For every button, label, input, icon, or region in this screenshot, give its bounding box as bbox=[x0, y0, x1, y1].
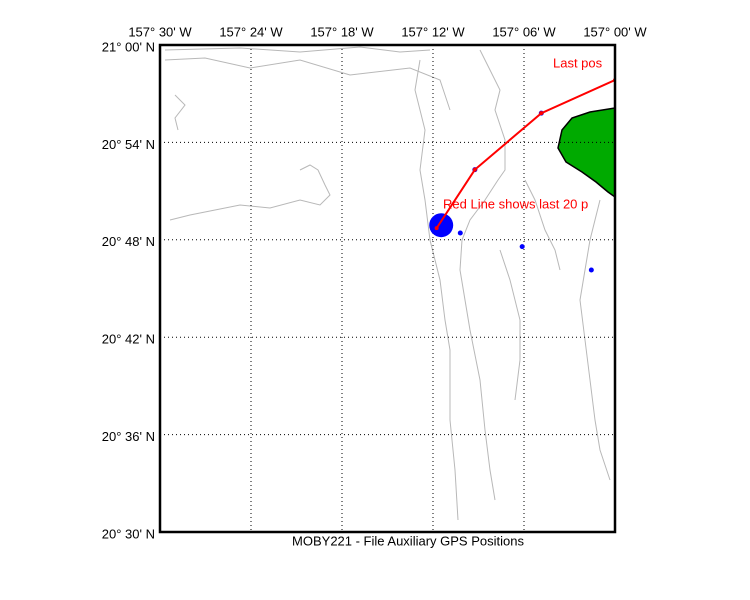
current-position bbox=[429, 213, 454, 238]
y-tick-label: 21° 00' N bbox=[102, 39, 155, 54]
annotation: Last pos bbox=[553, 55, 603, 70]
track-point bbox=[472, 167, 477, 172]
track-point bbox=[434, 226, 439, 231]
gps-position bbox=[457, 230, 463, 236]
data-marks bbox=[429, 78, 615, 273]
y-tick-label: 20° 36' N bbox=[102, 429, 155, 444]
x-tick-label: 157° 12' W bbox=[401, 24, 465, 39]
land bbox=[557, 107, 615, 198]
y-tick-label: 20° 42' N bbox=[102, 332, 155, 347]
bathymetry-contours bbox=[164, 46, 611, 521]
y-tick-label: 20° 54' N bbox=[102, 137, 155, 152]
annotation: Red Line shows last 20 p bbox=[443, 196, 588, 211]
axes: 157° 30' W 157° 24' W 157° 18' W 157° 12' W… bbox=[102, 24, 648, 541]
gps-position bbox=[519, 244, 525, 250]
plot-area: Last pos Red Line shows last 20 p bbox=[160, 45, 615, 532]
x-tick-label: 157° 06' W bbox=[492, 24, 556, 39]
y-tick-label: 20° 30' N bbox=[102, 526, 155, 541]
x-tick-label: 157° 00' W bbox=[583, 24, 647, 39]
y-tick-label: 20° 48' N bbox=[102, 234, 155, 249]
x-tick-label: 157° 30' W bbox=[128, 24, 192, 39]
track-point bbox=[539, 111, 544, 116]
gps-position bbox=[588, 267, 594, 273]
x-tick-label: 157° 24' W bbox=[219, 24, 283, 39]
chart-title: MOBY221 - File Auxiliary GPS Positions bbox=[292, 533, 524, 548]
x-tick-label: 157° 18' W bbox=[310, 24, 374, 39]
plot-frame bbox=[158, 43, 617, 534]
track-line bbox=[435, 79, 615, 229]
